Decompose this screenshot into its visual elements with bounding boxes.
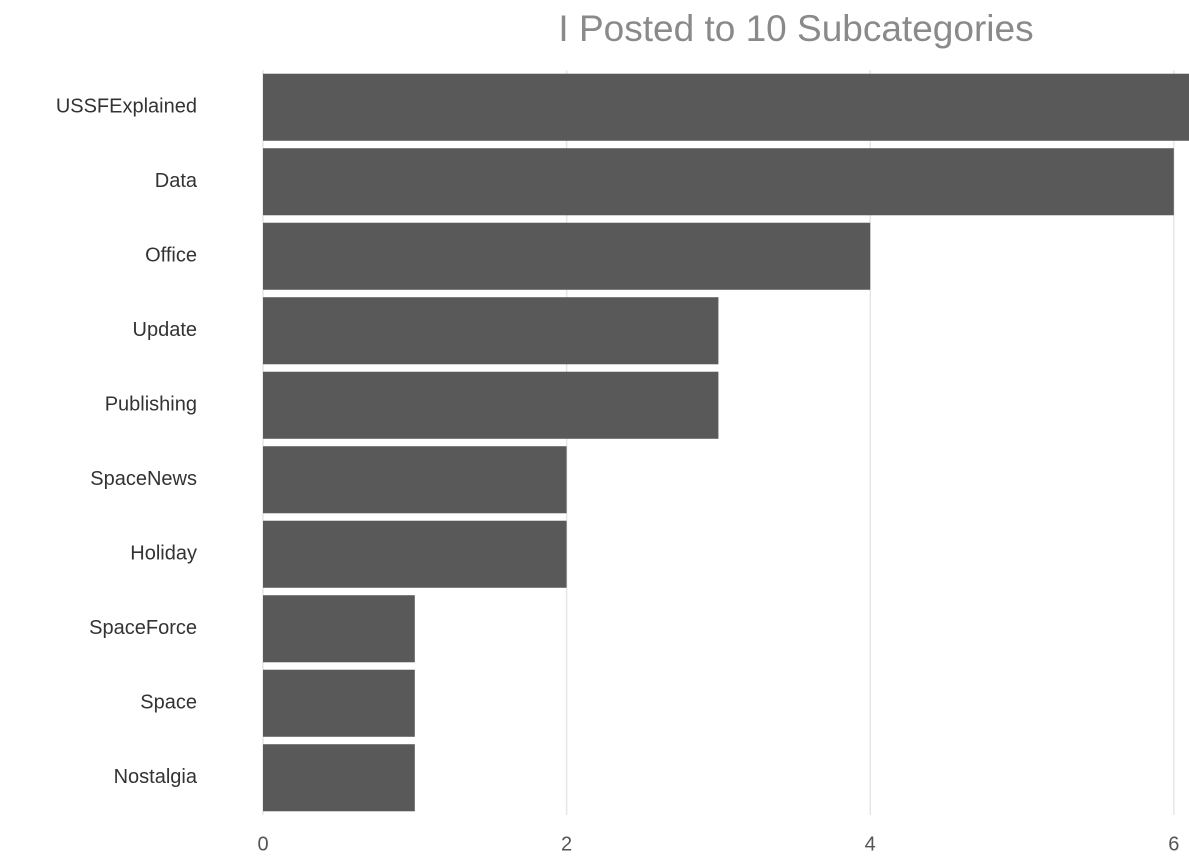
bar: [263, 446, 567, 514]
bar: [263, 297, 719, 365]
y-tick-label: USSFExplained: [56, 96, 197, 118]
y-tick-label: Publishing: [105, 394, 197, 416]
y-tick-label: Holiday: [130, 543, 197, 565]
x-tick-label: 6: [1168, 833, 1179, 855]
bar: [263, 744, 415, 812]
y-tick-label: Data: [155, 170, 198, 192]
y-tick-label: Nostalgia: [114, 766, 198, 788]
bar: [263, 222, 871, 290]
bar: [263, 73, 1189, 141]
bar: [263, 595, 415, 663]
bar: [263, 520, 567, 588]
y-tick-label: Update: [133, 319, 198, 341]
y-tick-label: Office: [145, 245, 197, 267]
chart-title: I Posted to 10 Subcategories: [558, 8, 1033, 49]
x-tick-label: 2: [561, 833, 572, 855]
y-tick-label: SpaceForce: [89, 617, 197, 639]
y-tick-label: Space: [140, 692, 197, 714]
bar: [263, 148, 1174, 216]
y-tick-label: SpaceNews: [90, 468, 197, 490]
bar: [263, 669, 415, 737]
bar: [263, 371, 719, 439]
x-tick-label: 4: [865, 833, 876, 855]
x-tick-label: 0: [257, 833, 268, 855]
